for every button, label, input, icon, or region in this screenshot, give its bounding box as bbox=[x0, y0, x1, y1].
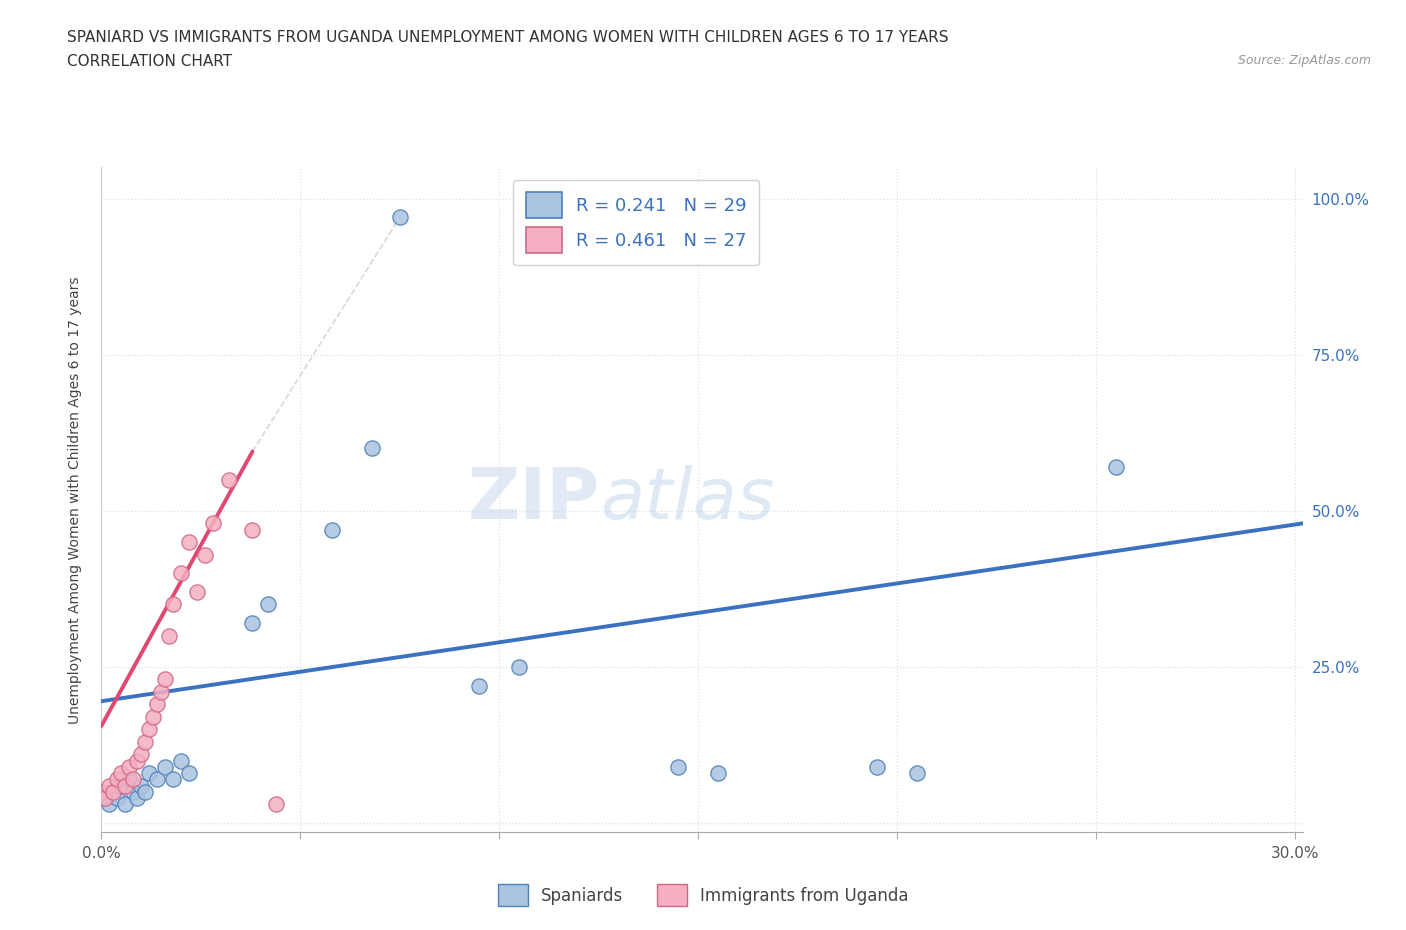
Point bbox=[146, 772, 169, 787]
Point bbox=[242, 522, 264, 537]
Point bbox=[98, 778, 121, 793]
Point bbox=[468, 678, 491, 693]
Point bbox=[125, 753, 148, 768]
Point bbox=[242, 616, 264, 631]
Point bbox=[218, 472, 240, 487]
Point bbox=[129, 747, 152, 762]
Point bbox=[122, 772, 145, 787]
Point bbox=[707, 765, 730, 780]
Point bbox=[146, 697, 169, 711]
Point bbox=[134, 784, 156, 799]
Point bbox=[101, 784, 124, 799]
Point bbox=[162, 772, 184, 787]
Point bbox=[125, 790, 148, 805]
Point bbox=[110, 765, 132, 780]
Point bbox=[157, 629, 180, 644]
Point bbox=[138, 722, 160, 737]
Point bbox=[122, 784, 145, 799]
Point bbox=[114, 778, 136, 793]
Point bbox=[90, 784, 112, 799]
Point bbox=[101, 784, 124, 799]
Point bbox=[170, 753, 193, 768]
Point bbox=[257, 597, 280, 612]
Point bbox=[177, 765, 200, 780]
Text: CORRELATION CHART: CORRELATION CHART bbox=[67, 54, 232, 69]
Point bbox=[94, 790, 117, 805]
Point bbox=[134, 735, 156, 750]
Point bbox=[321, 522, 343, 537]
Point bbox=[153, 672, 176, 687]
Text: ZIP: ZIP bbox=[468, 465, 600, 535]
Point bbox=[668, 760, 690, 775]
Point bbox=[508, 659, 530, 674]
Point bbox=[866, 760, 889, 775]
Point bbox=[98, 797, 121, 812]
Point bbox=[388, 210, 411, 225]
Point bbox=[129, 778, 152, 793]
Y-axis label: Unemployment Among Women with Children Ages 6 to 17 years: Unemployment Among Women with Children A… bbox=[69, 276, 83, 724]
Legend: Spaniards, Immigrants from Uganda: Spaniards, Immigrants from Uganda bbox=[489, 876, 917, 914]
Point bbox=[118, 772, 141, 787]
Text: SPANIARD VS IMMIGRANTS FROM UGANDA UNEMPLOYMENT AMONG WOMEN WITH CHILDREN AGES 6: SPANIARD VS IMMIGRANTS FROM UGANDA UNEMP… bbox=[67, 30, 949, 45]
Point bbox=[186, 585, 208, 600]
Point bbox=[138, 765, 160, 780]
Point bbox=[142, 710, 165, 724]
Point bbox=[105, 790, 128, 805]
Point bbox=[201, 516, 224, 531]
Point bbox=[114, 797, 136, 812]
Point bbox=[266, 797, 288, 812]
Legend: R = 0.241   N = 29, R = 0.461   N = 27: R = 0.241 N = 29, R = 0.461 N = 27 bbox=[513, 179, 759, 265]
Point bbox=[177, 535, 200, 550]
Point bbox=[118, 760, 141, 775]
Point bbox=[194, 547, 217, 562]
Text: Source: ZipAtlas.com: Source: ZipAtlas.com bbox=[1237, 54, 1371, 67]
Point bbox=[110, 778, 132, 793]
Point bbox=[105, 772, 128, 787]
Point bbox=[361, 441, 384, 456]
Text: atlas: atlas bbox=[600, 465, 775, 535]
Point bbox=[94, 790, 117, 805]
Point bbox=[905, 765, 928, 780]
Point bbox=[153, 760, 176, 775]
Point bbox=[162, 597, 184, 612]
Point bbox=[149, 684, 172, 699]
Point bbox=[1105, 459, 1128, 474]
Point bbox=[170, 565, 193, 580]
